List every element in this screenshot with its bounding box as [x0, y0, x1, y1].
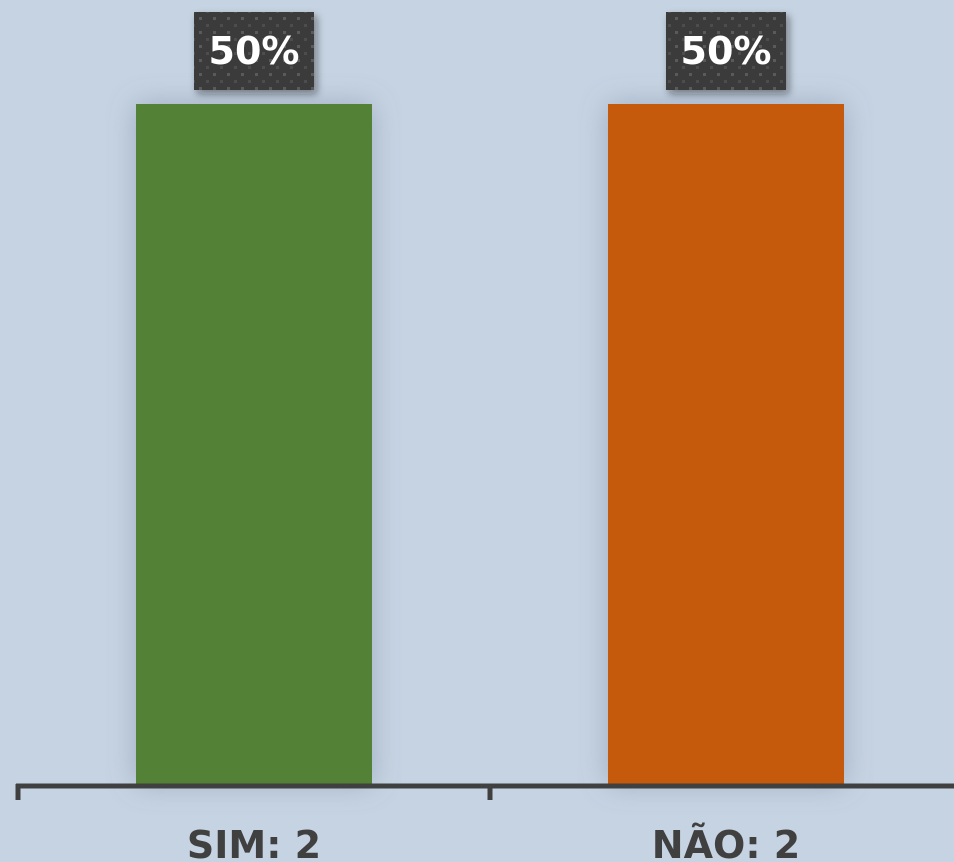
bar-sim: [136, 104, 372, 784]
x-axis: [15, 783, 954, 800]
data-label: 50%: [681, 29, 772, 73]
x-tick-label: NÃO: 2: [652, 823, 800, 862]
bars-layer: [136, 104, 844, 784]
data-label-box: [194, 12, 314, 90]
data-label: 50%: [209, 29, 300, 73]
x-tick-labels: SIM: 2 NÃO: 2: [187, 823, 800, 862]
data-label-box: [666, 12, 786, 90]
x-tick-label: SIM: 2: [187, 823, 321, 862]
data-labels-layer: 50% 50%: [194, 12, 786, 90]
bar-nao: [608, 104, 844, 784]
